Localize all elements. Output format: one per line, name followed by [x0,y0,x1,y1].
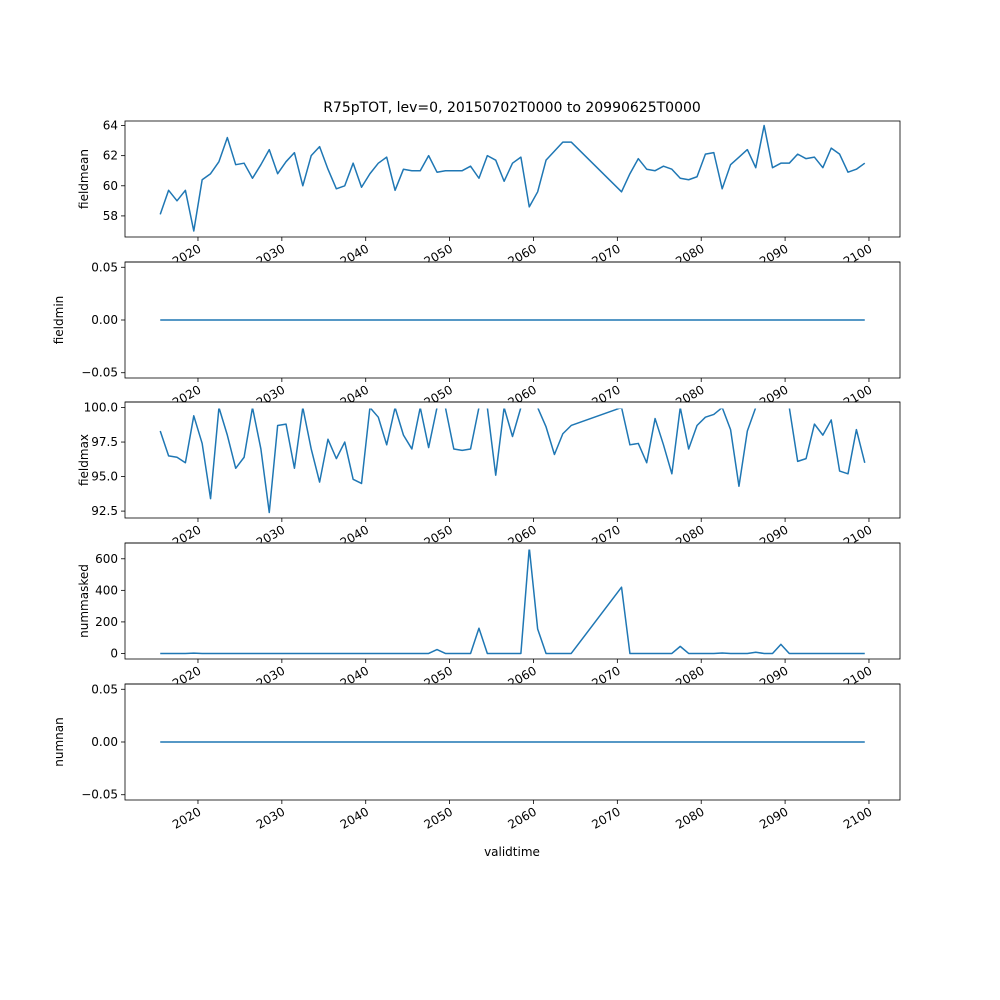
y-tick-label: 100.0 [84,401,118,415]
y-tick-label: 95.0 [91,470,118,484]
y-tick-label: 92.5 [91,504,118,518]
y-tick-label: 0.05 [91,260,118,274]
y-axis-label: fieldmean [77,149,91,209]
panel-top-mask [125,402,900,409]
panel-top-mask [125,684,900,691]
y-axis-label: fieldmin [52,296,66,345]
y-tick-label: 58 [103,209,118,223]
series-line-fieldmean [159,124,866,232]
panel-top-mask [125,543,900,550]
y-tick-label: 0 [110,646,118,660]
x-axis-label: validtime [484,845,540,859]
y-tick-label: 0.00 [91,313,118,327]
y-tick-label: 0.00 [91,735,118,749]
y-tick-label: 64 [103,119,118,133]
y-tick-label: 600 [95,552,118,566]
series-line-nummasked [160,546,865,655]
y-axis-label: numnan [52,717,66,766]
chart-title: R75pTOT, lev=0, 20150702T0000 to 2099062… [323,100,701,116]
y-tick-label: 62 [103,149,118,163]
series-line-fieldmax [159,406,866,514]
axes-frame [124,120,901,238]
y-axis-label: fieldmax [77,434,91,486]
y-tick-label: 97.5 [91,435,118,449]
y-tick-label: −0.05 [81,788,118,802]
y-tick-label: 200 [95,615,118,629]
y-tick-label: 400 [95,583,118,597]
y-tick-label: 60 [103,179,118,193]
y-axis-label: nummasked [77,564,91,638]
panel-top-mask [125,262,900,269]
y-tick-label: 0.05 [91,682,118,696]
y-tick-label: −0.05 [81,366,118,380]
